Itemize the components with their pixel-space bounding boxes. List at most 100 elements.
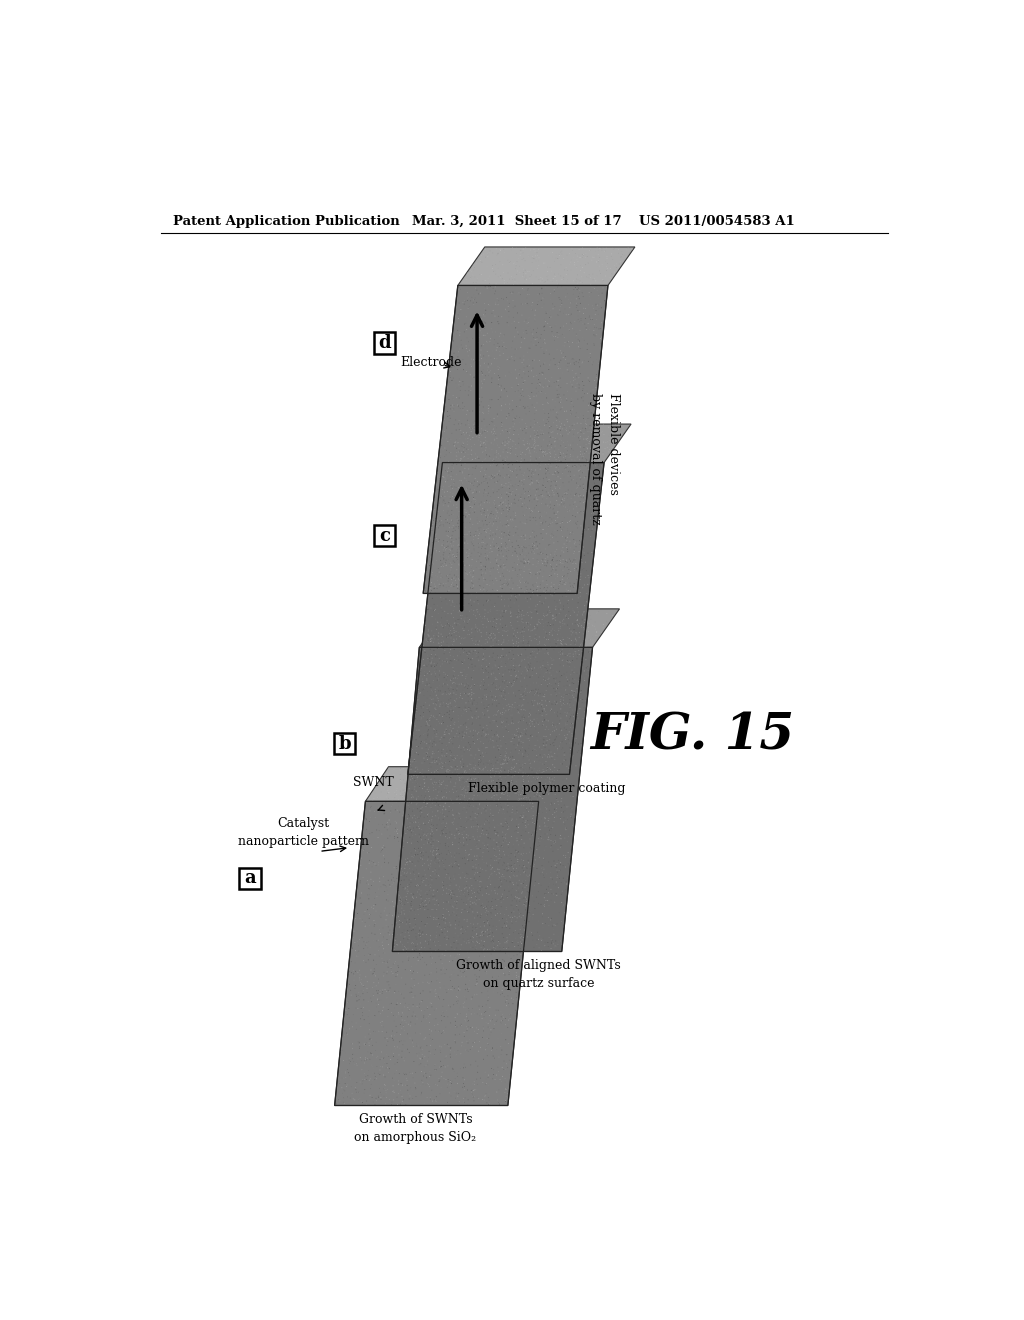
Point <box>585 545 601 566</box>
Point <box>401 1094 418 1115</box>
Point <box>469 804 485 825</box>
Point <box>540 302 556 323</box>
Point <box>447 469 464 490</box>
Point <box>384 874 400 895</box>
Point <box>507 760 523 781</box>
Point <box>562 446 579 467</box>
Point <box>484 465 501 486</box>
Point <box>518 269 535 290</box>
Point <box>334 1061 350 1082</box>
Point <box>377 837 393 858</box>
Point <box>419 825 435 846</box>
Point <box>560 758 577 779</box>
Point <box>539 488 555 510</box>
Point <box>450 319 466 341</box>
Point <box>480 675 497 696</box>
Point <box>536 733 552 754</box>
Point <box>591 318 607 339</box>
Point <box>439 525 456 546</box>
Point <box>554 586 570 607</box>
Point <box>564 426 581 447</box>
Point <box>399 892 416 913</box>
Point <box>528 434 545 455</box>
Point <box>571 622 588 643</box>
Point <box>400 799 417 820</box>
Point <box>468 849 484 870</box>
Point <box>581 628 597 649</box>
Point <box>380 783 396 804</box>
Point <box>554 731 570 752</box>
Point <box>487 524 504 545</box>
Point <box>492 527 508 548</box>
Point <box>515 243 531 264</box>
Point <box>526 616 543 638</box>
Point <box>481 653 498 675</box>
Point <box>404 939 421 960</box>
Point <box>379 952 395 973</box>
Point <box>528 329 545 350</box>
Point <box>474 364 490 385</box>
Point <box>552 523 568 544</box>
Point <box>563 624 580 645</box>
Point <box>558 727 574 748</box>
Point <box>478 999 495 1020</box>
Point <box>551 850 567 871</box>
Point <box>473 655 489 676</box>
Point <box>510 628 526 649</box>
Point <box>482 902 499 923</box>
Point <box>531 652 548 673</box>
Point <box>514 552 530 573</box>
Point <box>503 582 519 603</box>
Point <box>520 822 537 843</box>
Point <box>541 579 557 601</box>
Point <box>450 432 466 453</box>
Point <box>572 467 589 488</box>
Point <box>429 669 445 690</box>
Point <box>461 554 477 576</box>
Point <box>473 371 489 392</box>
Point <box>377 942 393 964</box>
Point <box>534 686 550 708</box>
Point <box>372 1078 388 1100</box>
Point <box>496 566 512 587</box>
Point <box>542 725 558 746</box>
Point <box>419 579 435 601</box>
Point <box>514 882 530 903</box>
Point <box>525 579 542 601</box>
Point <box>490 507 507 528</box>
Point <box>502 866 518 887</box>
Point <box>550 933 566 954</box>
Point <box>424 997 440 1018</box>
Point <box>554 418 570 440</box>
Point <box>478 772 495 793</box>
Point <box>514 611 530 632</box>
Point <box>488 417 505 438</box>
Point <box>544 711 560 733</box>
Point <box>461 624 477 645</box>
Point <box>483 754 500 775</box>
Point <box>540 442 556 463</box>
Point <box>481 920 498 941</box>
Point <box>437 471 454 492</box>
Point <box>397 849 414 870</box>
Point <box>418 692 434 713</box>
Point <box>521 758 538 779</box>
Point <box>439 828 456 849</box>
Point <box>489 825 506 846</box>
Point <box>501 649 517 671</box>
Point <box>558 705 574 726</box>
Point <box>541 915 557 936</box>
Point <box>430 685 446 706</box>
Point <box>593 333 609 354</box>
Point <box>521 902 538 923</box>
Point <box>469 694 485 715</box>
Point <box>575 697 592 718</box>
Point <box>526 309 543 330</box>
Point <box>588 455 604 477</box>
Point <box>462 677 478 698</box>
Point <box>420 829 436 850</box>
Point <box>432 985 449 1006</box>
Point <box>500 1016 516 1038</box>
Point <box>501 721 517 742</box>
Point <box>396 779 413 800</box>
